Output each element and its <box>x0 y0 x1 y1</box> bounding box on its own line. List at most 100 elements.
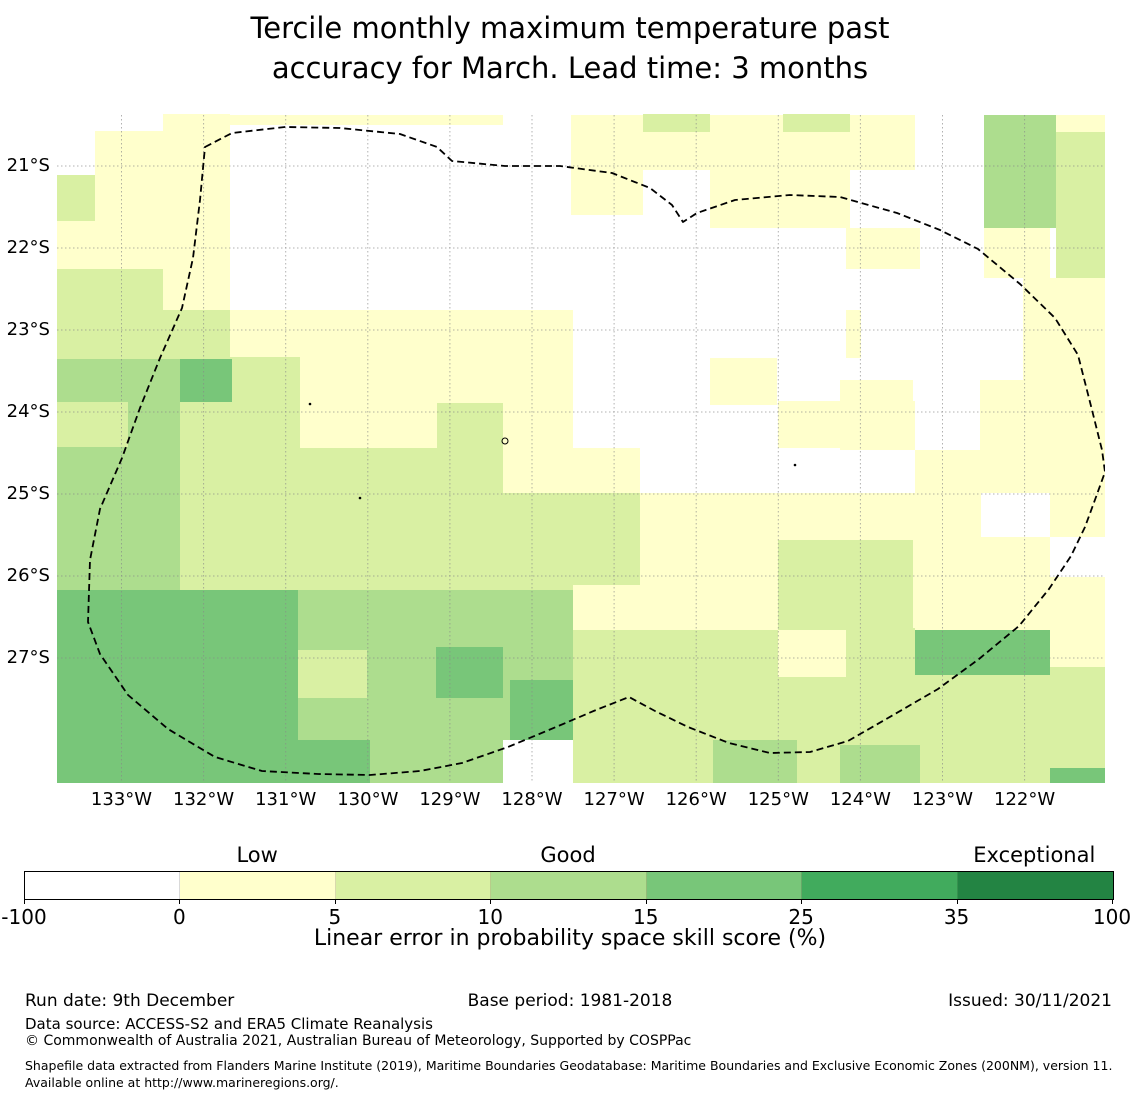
y-tick-label: 27°S <box>6 647 50 668</box>
raster-cell <box>57 269 95 359</box>
raster-cell <box>503 493 640 590</box>
colorbar-tick-label: 10 <box>477 905 503 929</box>
raster-cell <box>840 745 920 783</box>
map-artifact-dot <box>358 496 362 500</box>
colorbar-bar <box>24 871 1114 900</box>
raster-cell <box>57 359 95 402</box>
raster-cell <box>163 114 230 131</box>
colorbar-tick-mark <box>645 899 647 904</box>
x-tick-label: 132°W <box>173 789 235 810</box>
raster-cell <box>573 448 640 493</box>
y-tick-label: 23°S <box>6 319 50 340</box>
colorbar-tick-label: 100 <box>1092 905 1132 929</box>
y-tick-label: 25°S <box>6 483 50 504</box>
raster-cell <box>128 402 180 447</box>
raster-cell <box>57 175 95 221</box>
colorbar-tick-mark <box>179 899 181 904</box>
colorbar-segment <box>802 872 958 899</box>
raster-cell <box>1050 630 1105 667</box>
raster-cell <box>571 115 643 215</box>
colorbar-segment <box>180 872 336 899</box>
raster-cell <box>778 540 913 630</box>
y-tick-label: 24°S <box>6 401 50 422</box>
raster-cell <box>230 357 300 507</box>
raster-cell <box>95 131 230 228</box>
raster-cell <box>503 357 573 493</box>
map-artifact-dot <box>308 402 312 406</box>
colorbar-tick-label: 35 <box>943 905 970 929</box>
footer-copyright: © Commonwealth of Australia 2021, Austra… <box>25 1033 692 1049</box>
colorbar-segment <box>646 872 803 899</box>
raster-cell <box>710 132 850 228</box>
raster-cell <box>95 269 163 310</box>
raster-cell <box>298 590 503 650</box>
raster-cell <box>300 357 437 448</box>
eez-dashed-boundary <box>87 126 1105 776</box>
y-tick-label: 21°S <box>6 155 50 176</box>
footer-shapefile-note: Shapefile data extracted from Flanders M… <box>25 1058 1113 1090</box>
map-artifact-circle <box>501 437 509 445</box>
raster-cell <box>1050 667 1105 768</box>
x-tick-label: 133°W <box>90 789 153 810</box>
raster-cell <box>713 740 797 783</box>
raster-cell <box>180 359 232 402</box>
raster-cell <box>640 493 778 630</box>
raster-cell <box>573 585 640 630</box>
raster-cell <box>915 450 980 493</box>
map-plot-area <box>57 114 1105 783</box>
footer-issued: Issued: 30/11/2021 <box>948 991 1112 1011</box>
colorbar-segment <box>957 872 1113 899</box>
raster-cell <box>778 493 913 540</box>
x-tick-label: 124°W <box>829 789 891 810</box>
colorbar-tick-mark <box>490 899 492 904</box>
colorbar-caption: Linear error in probability space skill … <box>313 926 827 951</box>
raster-cell <box>778 630 846 677</box>
y-tick-label: 22°S <box>6 237 50 258</box>
raster-cell <box>57 590 298 740</box>
raster-cell <box>846 310 861 358</box>
raster-cell <box>436 647 503 698</box>
x-tick-label: 126°W <box>665 789 727 810</box>
colorbar-tick-label: 0 <box>173 905 186 929</box>
raster-cell <box>710 115 783 132</box>
chart-title: Tercile monthly maximum temperature past… <box>0 8 1140 88</box>
footer-data-source: Data source: ACCESS-S2 and ERA5 Climate … <box>25 1015 433 1033</box>
raster-cell <box>981 577 1105 630</box>
raster-cell <box>180 402 230 507</box>
x-tick-label: 129°W <box>419 789 481 810</box>
colorbar-category-label: Exceptional <box>973 843 1096 867</box>
x-tick-label: 131°W <box>255 789 317 810</box>
raster-cell <box>57 402 95 447</box>
raster-cell <box>984 228 1050 278</box>
raster-cell <box>1056 115 1105 132</box>
raster-cell <box>710 358 777 405</box>
raster-cell <box>980 380 1105 493</box>
colorbar-tick-label: 25 <box>788 905 814 929</box>
x-tick-label: 130°W <box>337 789 399 810</box>
footer-base-period: Base period: 1981-2018 <box>467 991 673 1011</box>
colorbar-tick-label: -100 <box>1 905 47 929</box>
colorbar-segment <box>25 872 181 899</box>
colorbar-tick-mark <box>334 899 336 904</box>
raster-cell <box>981 537 1050 577</box>
raster-cell <box>437 403 503 507</box>
raster-cell <box>915 675 1050 783</box>
raster-cell <box>57 447 180 590</box>
raster-cell <box>778 401 846 448</box>
y-tick-label: 26°S <box>6 565 50 586</box>
raster-cell <box>95 402 128 447</box>
raster-cell <box>57 221 230 269</box>
map-overlay-svg <box>57 115 1105 783</box>
raster-cell <box>510 680 573 740</box>
colorbar-tick-mark <box>956 899 958 904</box>
raster-cell <box>913 493 981 630</box>
raster-cell <box>840 380 913 401</box>
colorbar-tick-mark <box>801 899 803 904</box>
chart-title-line1: Tercile monthly maximum temperature past <box>250 11 890 45</box>
raster-cell <box>95 359 180 402</box>
raster-cell <box>437 357 503 403</box>
x-tick-label: 127°W <box>583 789 645 810</box>
raster-cell <box>783 114 850 132</box>
raster-cell <box>840 401 915 450</box>
